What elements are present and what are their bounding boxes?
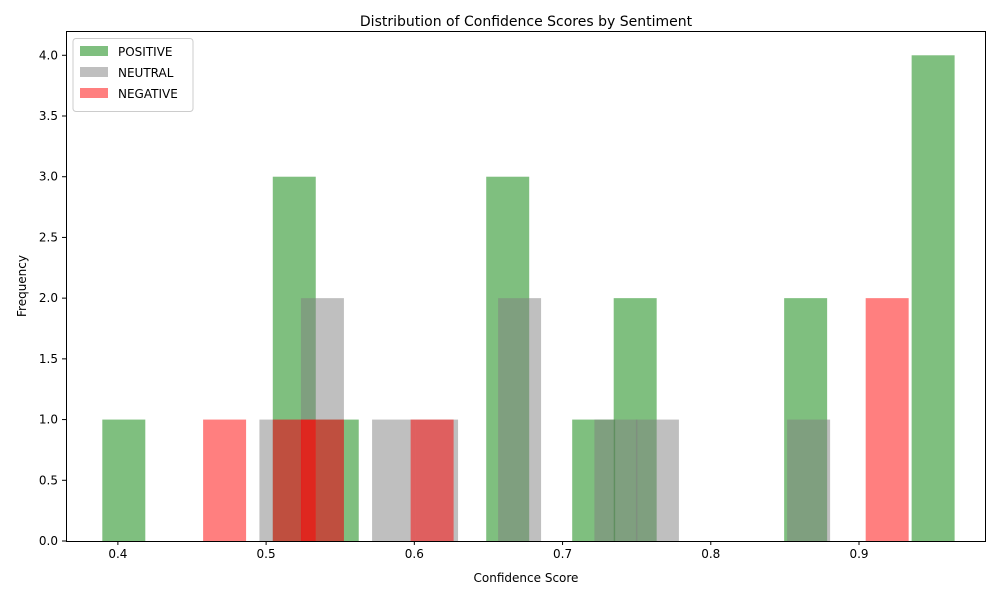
x-tick-label: 0.4 [108, 547, 127, 561]
legend-swatch-negative [80, 88, 108, 98]
series-positive [102, 55, 955, 542]
x-axis-ticks: 0.4 0.5 0.6 0.7 0.8 0.9 [108, 541, 869, 561]
y-axis-ticks: 0.0 0.5 1.0 1.5 2.0 2.5 3.0 3.5 4.0 [39, 48, 66, 548]
bar-neutral-7 [787, 419, 831, 541]
plot-frame [66, 31, 986, 542]
x-tick-label: 0.8 [701, 547, 720, 561]
x-axis-label: Confidence Score [474, 571, 579, 585]
y-axis-label: Frequency [15, 255, 29, 317]
y-tick-label: 1.5 [39, 352, 58, 366]
bar-negative-3 [410, 419, 454, 541]
bar-neutral-4 [498, 298, 542, 541]
legend: POSITIVE NEUTRAL NEGATIVE [72, 38, 194, 112]
y-tick-label: 3.5 [39, 109, 58, 123]
x-tick-label: 0.9 [849, 547, 868, 561]
bars-layer [102, 55, 955, 542]
y-tick-label: 2.5 [39, 230, 58, 244]
y-tick-label: 4.0 [39, 48, 58, 62]
series-negative [203, 298, 909, 541]
legend-swatch-neutral [80, 67, 108, 77]
bar-positive-7 [911, 55, 955, 542]
x-tick-label: 0.6 [405, 547, 424, 561]
bar-positive-0 [102, 419, 146, 541]
y-tick-label: 0.0 [39, 534, 58, 548]
bar-negative-4 [865, 298, 909, 541]
x-tick-label: 0.5 [257, 547, 276, 561]
legend-label-positive: POSITIVE [118, 45, 173, 59]
x-tick-label: 0.7 [553, 547, 572, 561]
bar-neutral-5 [594, 419, 638, 541]
y-tick-label: 3.0 [39, 170, 58, 184]
bar-negative-0 [203, 419, 247, 541]
bar-neutral-6 [635, 419, 679, 541]
y-tick-label: 2.0 [39, 291, 58, 305]
y-tick-label: 1.0 [39, 413, 58, 427]
legend-label-neutral: NEUTRAL [118, 66, 174, 80]
bar-negative-2 [300, 419, 344, 541]
legend-swatch-positive [80, 46, 108, 56]
bar-neutral-2 [372, 419, 416, 541]
y-tick-label: 0.5 [39, 473, 58, 487]
legend-label-negative: NEGATIVE [118, 87, 178, 101]
chart-title: Distribution of Confidence Scores by Sen… [360, 14, 693, 30]
